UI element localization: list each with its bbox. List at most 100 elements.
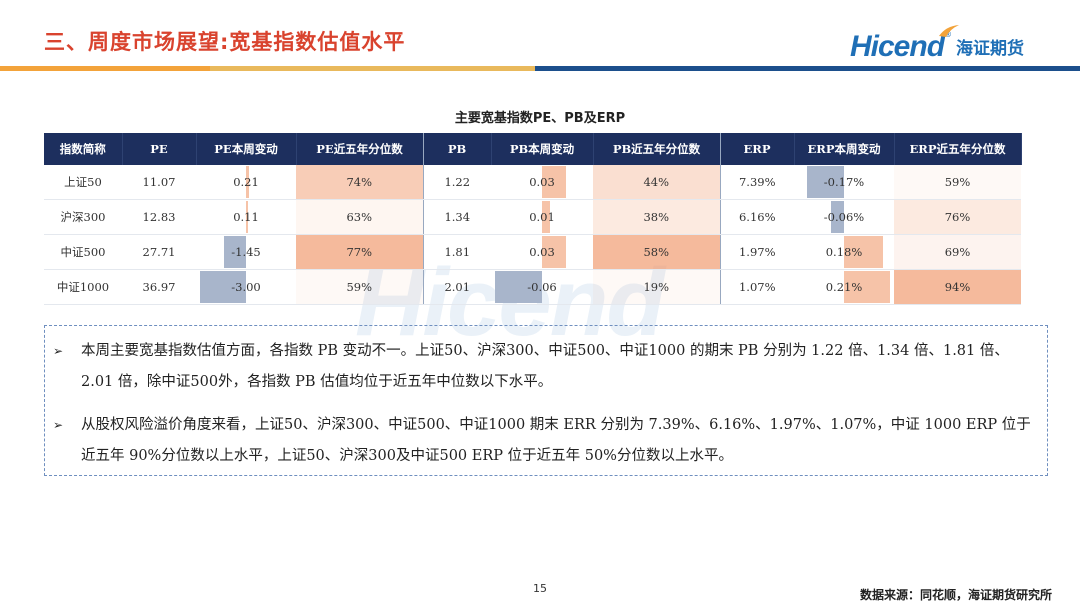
cell-pb: 2.01: [423, 269, 491, 305]
cell-erp-change: 0.18%: [794, 234, 894, 270]
positive-change-bar: [844, 236, 884, 268]
cell-value: 59%: [944, 175, 971, 189]
positive-change-bar: [844, 271, 890, 303]
cell-value: 0.03: [529, 175, 555, 189]
cell-value: 27.71: [142, 245, 176, 259]
cell-erp-change: 0.21%: [794, 269, 894, 305]
col-header-pb: PB: [423, 133, 492, 165]
cell-value: 沪深300: [60, 210, 106, 224]
col-header-pe-percentile: PE近五年分位数: [296, 133, 424, 165]
positive-change-bar: [246, 201, 248, 233]
cell-erp-percentile: 59%: [894, 165, 1021, 200]
bullet-arrow-icon: ➢: [53, 418, 64, 432]
cell-pe-change: 0.21: [196, 165, 296, 200]
note-text: 本周主要宽基指数估值方面，各指数 PB 变动不一。上证50、沪深300、中证50…: [81, 343, 1009, 390]
cell-pb-percentile: 58%: [593, 234, 721, 270]
table-row: 上证50 11.07 0.21 74% 1.22 0.03 44% 7.39% -0.17% 59…: [44, 165, 1021, 200]
positive-change-bar: [542, 166, 566, 198]
cell-value: 1.97%: [738, 245, 776, 259]
negative-change-bar: [223, 236, 246, 268]
cell-pb-change: 0.03: [491, 234, 593, 270]
note-item: ➢ 本周主要宽基指数估值方面，各指数 PB 变动不一。上证50、沪深300、中证…: [53, 336, 1039, 398]
cell-value: 44%: [643, 175, 670, 189]
cell-pb-change: -0.06: [491, 269, 593, 305]
cell-value: -0.06: [527, 280, 557, 294]
col-header-pb-percentile: PB近五年分位数: [593, 133, 721, 165]
cell-pe: 11.07: [122, 165, 196, 200]
cell-value: 1.22: [444, 175, 471, 189]
logo-wordmark: Hicend: [850, 30, 945, 63]
negative-change-bar: [830, 201, 844, 233]
cell-value: 69%: [944, 245, 971, 259]
cell-value: 58%: [643, 245, 670, 259]
cell-pe-change: -3.00: [196, 269, 296, 305]
cell-value: 中证1000: [56, 280, 110, 294]
cell-index-name: 中证1000: [44, 269, 122, 305]
page-number: 15: [533, 582, 547, 595]
cell-index-name: 中证500: [44, 234, 122, 270]
cell-pb-percentile: 19%: [593, 269, 721, 305]
bullet-arrow-icon: ➢: [53, 344, 64, 358]
cell-value: -3.00: [231, 280, 261, 294]
cell-value: 0.01: [529, 210, 555, 224]
cell-pb-percentile: 38%: [593, 199, 721, 235]
cell-pe: 27.71: [122, 234, 196, 270]
header-band-navy: [535, 66, 1080, 71]
cell-value: 0.11: [233, 210, 259, 224]
cell-erp: 7.39%: [720, 165, 794, 200]
slide-title: 三、周度市场展望:宽基指数估值水平: [44, 30, 406, 54]
cell-pb: 1.81: [423, 234, 491, 270]
negative-change-bar: [806, 166, 844, 198]
col-header-name: 指数简称: [44, 133, 123, 165]
cell-value: -1.45: [231, 245, 261, 259]
cell-value: 2.01: [444, 280, 471, 294]
cell-pe-percentile: 74%: [296, 165, 424, 200]
cell-pe: 36.97: [122, 269, 196, 305]
cell-value: 1.81: [444, 245, 471, 259]
cell-pe-change: 0.11: [196, 199, 296, 235]
company-logo: Hicend® 海证期货: [850, 22, 1024, 64]
positive-change-bar: [542, 201, 550, 233]
header-band-orange: [0, 66, 210, 71]
cell-value: 36.97: [142, 280, 176, 294]
cell-value: 0.18%: [825, 245, 863, 259]
col-header-pb-change: PB本周变动: [491, 133, 594, 165]
commentary-box: ➢ 本周主要宽基指数估值方面，各指数 PB 变动不一。上证50、沪深300、中证…: [44, 325, 1048, 476]
cell-value: 0.21: [233, 175, 259, 189]
cell-erp-percentile: 76%: [894, 199, 1021, 235]
col-header-erp: ERP: [720, 133, 795, 165]
cell-index-name: 上证50: [44, 165, 122, 200]
col-header-pe-change: PE本周变动: [196, 133, 297, 165]
cell-erp-percentile: 94%: [894, 269, 1021, 305]
cell-erp-change: -0.17%: [794, 165, 894, 200]
cell-value: 中证500: [60, 245, 106, 259]
cell-value: 7.39%: [738, 175, 776, 189]
header-band-gold: [210, 66, 535, 71]
cell-value: 1.07%: [738, 280, 776, 294]
table-row: 中证500 27.71 -1.45 77% 1.81 0.03 58% 1.97% 0.18% 6…: [44, 234, 1021, 270]
cell-value: -0.17%: [823, 175, 865, 189]
cell-value: 6.16%: [738, 210, 776, 224]
cell-pe-change: -1.45: [196, 234, 296, 270]
table-row: 沪深300 12.83 0.11 63% 1.34 0.01 38% 6.16% -0.06% 7…: [44, 199, 1021, 235]
cell-value: 76%: [944, 210, 971, 224]
data-source: 数据来源：同花顺，海证期货研究所: [859, 588, 1052, 602]
cell-value: 11.07: [142, 175, 176, 189]
cell-value: 74%: [346, 175, 373, 189]
table-title: 主要宽基指数PE、PB及ERP: [454, 111, 626, 126]
table-row: 中证1000 36.97 -3.00 59% 2.01 -0.06 19% 1.07% 0.21…: [44, 269, 1021, 305]
cell-value: 94%: [944, 280, 971, 294]
cell-pb-change: 0.03: [491, 165, 593, 200]
cell-erp: 1.97%: [720, 234, 794, 270]
negative-change-bar: [495, 271, 542, 303]
cell-value: 38%: [643, 210, 670, 224]
positive-change-bar: [542, 236, 566, 268]
cell-pe-percentile: 63%: [296, 199, 424, 235]
col-header-erp-percentile: ERP近五年分位数: [894, 133, 1022, 165]
cell-index-name: 沪深300: [44, 199, 122, 235]
cell-value: 上证50: [64, 175, 102, 189]
col-header-pe: PE: [122, 133, 197, 165]
cell-value: 1.34: [444, 210, 471, 224]
note-item: ➢ 从股权风险溢价角度来看，上证50、沪深300、中证500、中证1000 期末…: [53, 410, 1039, 472]
cell-pb-percentile: 44%: [593, 165, 721, 200]
